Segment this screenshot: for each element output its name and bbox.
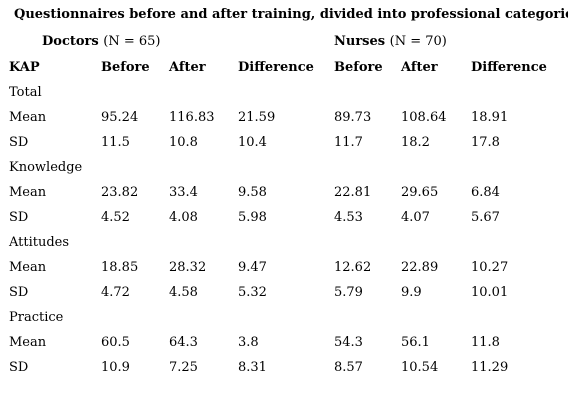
column-header-row: KAP Before After Difference Before After… <box>0 57 568 82</box>
column-header-kap: KAP <box>9 60 40 75</box>
column-header-nurses-before: Before <box>334 60 383 75</box>
group-label-nurses: Nurses <box>334 34 386 49</box>
group-label-doctors: Doctors <box>42 34 99 49</box>
cell-doctors-difference: 21.59 <box>238 110 276 125</box>
cell-nurses-after: 29.65 <box>401 185 439 200</box>
cell-doctors-before: 23.82 <box>101 185 139 200</box>
cell-nurses-after: 9.9 <box>401 285 422 300</box>
section-row-knowledge: Knowledge <box>0 157 568 182</box>
row-label: SD <box>9 210 29 225</box>
cell-nurses-before: 5.79 <box>334 285 363 300</box>
cell-doctors-after: 4.58 <box>169 285 198 300</box>
column-header-doctors-before: Before <box>101 60 150 75</box>
cell-nurses-before: 22.81 <box>334 185 372 200</box>
table-row: SD 10.9 7.25 8.31 8.57 10.54 11.29 <box>0 357 568 382</box>
group-count-nurses: (N = 70) <box>389 34 447 49</box>
cell-doctors-difference: 8.31 <box>238 360 267 375</box>
row-label: Mean <box>9 110 47 125</box>
section-title: Knowledge <box>9 160 83 175</box>
cell-nurses-after: 56.1 <box>401 335 430 350</box>
cell-doctors-before: 4.72 <box>101 285 130 300</box>
cell-doctors-before: 95.24 <box>101 110 139 125</box>
cell-doctors-before: 60.5 <box>101 335 130 350</box>
cell-nurses-difference: 5.67 <box>471 210 500 225</box>
cell-doctors-difference: 5.98 <box>238 210 267 225</box>
cell-doctors-before: 18.85 <box>101 260 139 275</box>
column-header-nurses-after: After <box>401 60 438 75</box>
row-label: SD <box>9 135 29 150</box>
cell-nurses-difference: 10.27 <box>471 260 509 275</box>
cell-doctors-after: 64.3 <box>169 335 198 350</box>
cell-doctors-after: 4.08 <box>169 210 198 225</box>
cell-nurses-after: 108.64 <box>401 110 447 125</box>
cell-doctors-before: 11.5 <box>101 135 130 150</box>
cell-nurses-before: 8.57 <box>334 360 363 375</box>
cell-nurses-difference: 17.8 <box>471 135 500 150</box>
cell-nurses-difference: 18.91 <box>471 110 509 125</box>
cell-nurses-difference: 11.29 <box>471 360 509 375</box>
row-label: SD <box>9 285 29 300</box>
cell-nurses-after: 22.89 <box>401 260 439 275</box>
cell-nurses-before: 54.3 <box>334 335 363 350</box>
cell-doctors-difference: 5.32 <box>238 285 267 300</box>
row-label: Mean <box>9 335 47 350</box>
column-header-doctors-difference: Difference <box>238 60 314 75</box>
group-count-doctors: (N = 65) <box>103 34 161 49</box>
table-row: SD 11.5 10.8 10.4 11.7 18.2 17.8 <box>0 132 568 157</box>
table-row: Mean 60.5 64.3 3.8 54.3 56.1 11.8 <box>0 332 568 357</box>
cell-nurses-difference: 10.01 <box>471 285 509 300</box>
cell-nurses-after: 18.2 <box>401 135 430 150</box>
section-title: Total <box>9 85 42 100</box>
cell-nurses-before: 89.73 <box>334 110 372 125</box>
cell-doctors-before: 4.52 <box>101 210 130 225</box>
cell-nurses-before: 4.53 <box>334 210 363 225</box>
section-row-attitudes: Attitudes <box>0 232 568 257</box>
section-row-practice: Practice <box>0 307 568 332</box>
table-row: SD 4.52 4.08 5.98 4.53 4.07 5.67 <box>0 207 568 232</box>
cell-doctors-difference: 9.47 <box>238 260 267 275</box>
cell-doctors-before: 10.9 <box>101 360 130 375</box>
cell-doctors-difference: 10.4 <box>238 135 267 150</box>
cell-doctors-difference: 9.58 <box>238 185 267 200</box>
cell-doctors-after: 116.83 <box>169 110 215 125</box>
section-row-total: Total <box>0 82 568 107</box>
cell-nurses-before: 12.62 <box>334 260 372 275</box>
cell-nurses-after: 4.07 <box>401 210 430 225</box>
cell-nurses-difference: 6.84 <box>471 185 500 200</box>
cell-doctors-after: 7.25 <box>169 360 198 375</box>
table-row: Mean 95.24 116.83 21.59 89.73 108.64 18.… <box>0 107 568 132</box>
table-caption: Questionnaires before and after training… <box>14 7 568 22</box>
table-row: Mean 23.82 33.4 9.58 22.81 29.65 6.84 <box>0 182 568 207</box>
cell-nurses-difference: 11.8 <box>471 335 500 350</box>
cell-nurses-after: 10.54 <box>401 360 439 375</box>
group-header-nurses: Nurses (N = 70) <box>334 34 447 49</box>
kap-table: KAP Before After Difference Before After… <box>0 57 568 382</box>
cell-doctors-after: 28.32 <box>169 260 207 275</box>
section-title: Attitudes <box>9 235 70 250</box>
cell-doctors-after: 10.8 <box>169 135 198 150</box>
row-label: SD <box>9 360 29 375</box>
group-header-doctors: Doctors (N = 65) <box>42 34 160 49</box>
row-label: Mean <box>9 185 47 200</box>
table-row: Mean 18.85 28.32 9.47 12.62 22.89 10.27 <box>0 257 568 282</box>
row-label: Mean <box>9 260 47 275</box>
section-title: Practice <box>9 310 64 325</box>
column-header-nurses-difference: Difference <box>471 60 547 75</box>
cell-doctors-difference: 3.8 <box>238 335 259 350</box>
column-header-doctors-after: After <box>169 60 206 75</box>
table-row: SD 4.72 4.58 5.32 5.79 9.9 10.01 <box>0 282 568 307</box>
cell-nurses-before: 11.7 <box>334 135 363 150</box>
cell-doctors-after: 33.4 <box>169 185 198 200</box>
